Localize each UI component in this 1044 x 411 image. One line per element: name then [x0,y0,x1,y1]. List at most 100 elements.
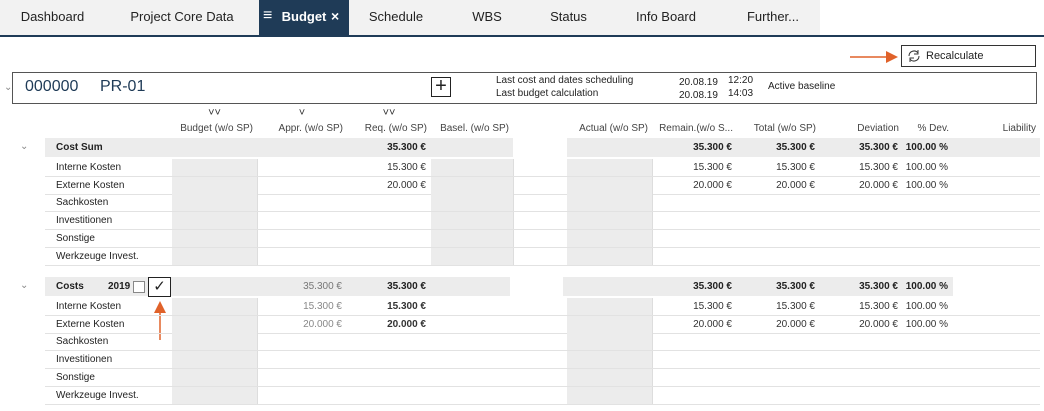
row-label: Investitionen [56,354,113,366]
cell: 15.300 € [387,301,426,312]
cell-bg [172,229,258,247]
column-header: Req. (w/o SP) [364,123,427,134]
info-time: 12:20 [728,75,754,86]
column-header: Budget (w/o SP) [180,123,253,134]
cell-bg [172,351,258,369]
chevron: ⌄ [4,82,13,93]
cell-bg [567,229,653,247]
recalculate-button[interactable]: Recalculate [901,45,1036,67]
column-header: Remain.(w/o S... [659,123,733,134]
row-label: Externe Kosten [56,318,125,330]
project-number: 000000 [25,78,79,95]
chevron: ⌄ [20,141,29,152]
cell: 20.000 € [693,179,732,191]
row-line [45,385,1040,387]
row-line [45,403,1040,405]
tab-label: Dashboard [20,9,85,24]
project-name: PR-01 [100,78,146,95]
project-box [12,72,1037,104]
cell-bg [567,351,653,369]
tab-bar-line [0,35,1044,37]
column-header: Basel. (w/o SP) [440,123,509,134]
cell-bg [431,212,514,230]
cell-bg [567,159,653,176]
cell: 100.00 % [905,301,948,312]
row-label: Investitionen [56,215,113,227]
tab-label: Schedule [368,9,424,24]
cell-bg [567,176,653,194]
total-cell: 35.300 € [859,142,898,153]
filter-icon: ˅ [298,107,306,119]
cell-bg [172,333,258,351]
info-date: 20.08.19 [679,77,718,88]
chevron: ⌄ [20,280,29,291]
row-line [45,264,1040,266]
tab-label: Budget [281,9,327,24]
cell-bg [172,298,258,315]
row-line [45,193,1040,195]
cell: 15.300 € [387,162,426,173]
cell-bg [567,247,653,265]
cell: 20.000 € [859,179,898,191]
total-cell: 35.300 € [693,281,732,292]
column-header: Total (w/o SP) [753,123,816,134]
section-band [45,138,513,157]
info-label: Last budget calculation [496,88,599,99]
cell-bg [172,212,258,230]
cell: 100.00 % [905,162,948,173]
row-label: Sachkosten [56,197,109,209]
info-date: 20.08.19 [679,90,718,101]
tab-label: Further... [746,9,800,24]
total-cell: 100.00 % [905,281,948,292]
row-line [45,211,1040,213]
section-band [563,277,953,296]
cell: 15.300 € [776,162,815,173]
check-button[interactable]: ✓ [148,277,171,297]
cell: 15.300 € [776,301,815,312]
cell: 100.00 % [905,318,948,330]
row-line [45,368,1040,370]
add-button[interactable]: + [431,76,451,97]
cell: 20.000 € [693,318,732,330]
cell-bg [172,315,258,333]
cell-bg [172,368,258,386]
menu-icon: ≡ [263,7,273,24]
row-label: Sonstige [56,232,95,244]
cell-bg [431,247,514,265]
row-label: Externe Kosten [56,179,125,191]
total-cell: 100.00 % [905,142,948,153]
cell: 20.000 € [859,318,898,330]
cell-bg [172,194,258,212]
info-time: 14:03 [728,88,754,99]
cell: 15.300 € [859,162,898,173]
cell-bg [172,247,258,265]
column-header: Actual (w/o SP) [579,123,648,134]
row-label: Interne Kosten [56,301,122,312]
cell-bg [172,159,258,176]
row-line [45,246,1040,248]
cell: 20.000 € [303,318,342,330]
column-header: Deviation [857,123,899,134]
section-title: Costs [56,281,84,292]
tab-label: Info Board [636,9,696,24]
row-label: Werkzeuge Invest. [56,389,139,401]
filter-icon: ˅˅ [208,107,221,119]
section-band [567,138,1040,157]
column-header: % Dev. [917,123,950,134]
cell: 100.00 % [905,179,948,191]
cell-bg [567,194,653,212]
column-header: Liability [1002,123,1036,134]
row-line [45,332,1040,334]
cell-bg [567,368,653,386]
cell: 15.300 € [303,301,342,312]
row-line [45,229,1040,231]
cell: 15.300 € [859,301,898,312]
cell-bg [172,386,258,404]
total-cell: 35.300 € [387,142,426,153]
cell: 20.000 € [776,318,815,330]
row-label: Sachkosten [56,336,109,348]
tab[interactable] [259,0,349,35]
refresh-icon [908,50,920,62]
checkbox[interactable] [133,281,145,293]
